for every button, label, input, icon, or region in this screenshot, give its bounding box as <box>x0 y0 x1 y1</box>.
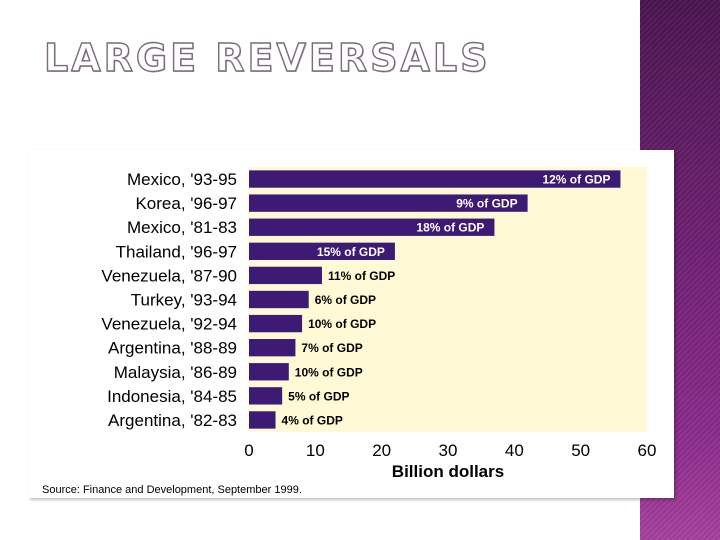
source-note: Source: Finance and Development, Septemb… <box>42 484 302 496</box>
category-label: Malaysia, '86-89 <box>114 363 237 382</box>
slide-title: LARGE REVERSALS <box>43 35 491 80</box>
bar <box>249 339 296 357</box>
bar <box>249 314 303 333</box>
bar-chart: Mexico, '93-95 12% of GDP Korea, '96-97 9% … <box>42 167 657 496</box>
category-label: Argentina, '88-89 <box>108 339 237 358</box>
x-tick-label: 20 <box>372 441 391 460</box>
x-tick-label: 0 <box>244 441 253 460</box>
bar-label: 10% of GDP <box>295 365 363 379</box>
bar-label: 4% of GDP <box>282 413 343 427</box>
bar <box>249 363 289 381</box>
x-tick-label: 10 <box>306 441 325 460</box>
bar-label: 12% of GDP <box>542 173 610 187</box>
x-tick-label: 30 <box>439 441 458 460</box>
bar <box>249 290 309 309</box>
bar-label: 10% of GDP <box>308 317 376 331</box>
bar-label: 7% of GDP <box>301 341 362 355</box>
bar-label: 9% of GDP <box>456 197 517 211</box>
category-label: Mexico, '93-95 <box>127 170 237 189</box>
category-label: Argentina, '82-83 <box>108 411 237 430</box>
x-axis-label: Billion dollars <box>392 462 504 481</box>
category-label: Turkey, '93-94 <box>131 291 237 310</box>
bar <box>249 411 276 429</box>
category-label: Thailand, '96-97 <box>116 242 237 261</box>
category-label: Venezuela, '92-94 <box>101 315 237 334</box>
x-tick-label: 60 <box>638 441 657 460</box>
category-label: Indonesia, '84-85 <box>107 387 237 406</box>
bar-label: 5% of GDP <box>288 389 349 403</box>
category-label: Korea, '96-97 <box>135 194 237 213</box>
bar <box>249 218 495 236</box>
bar-label: 11% of GDP <box>328 269 395 283</box>
bar <box>249 266 322 285</box>
x-tick-label: 40 <box>505 441 524 460</box>
bar-label: 18% of GDP <box>416 221 484 235</box>
category-label: Mexico, '81-83 <box>127 218 237 237</box>
bar <box>249 194 528 212</box>
bar <box>249 242 395 260</box>
bar-label: 15% of GDP <box>317 245 385 259</box>
bar <box>249 170 621 188</box>
bar-label: 6% of GDP <box>315 293 376 307</box>
category-label: Venezuela, '87-90 <box>101 266 237 285</box>
x-tick-label: 50 <box>571 441 590 460</box>
bar <box>249 387 283 405</box>
chart-panel: Mexico, '93-95 12% of GDP Korea, '96-97 9% … <box>28 150 674 498</box>
